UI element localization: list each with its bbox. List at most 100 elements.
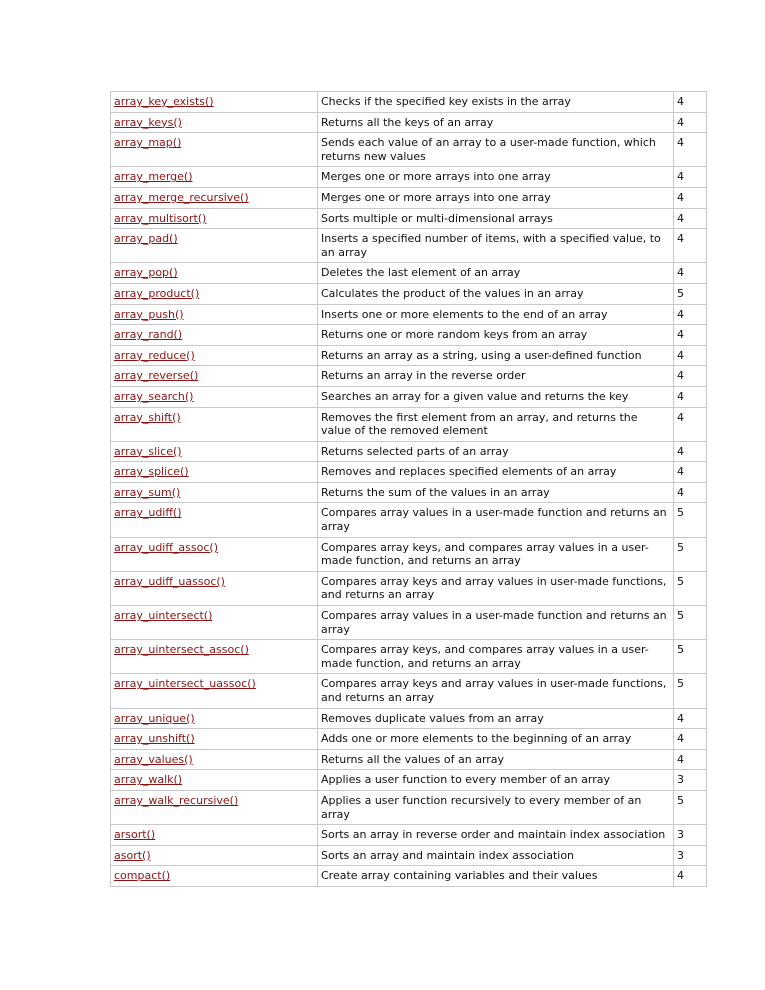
- description-cell: Sorts an array and maintain index associ…: [317, 844, 674, 867]
- table-row: array_keys() Returns all the keys of an a…: [110, 111, 707, 134]
- description-cell: Returns an array as a string, using a us…: [317, 344, 674, 367]
- function-link[interactable]: array_reverse(): [114, 369, 199, 383]
- table-row: array_pad() Inserts a specified number of…: [110, 228, 707, 264]
- version-cell: 5: [673, 502, 707, 538]
- table-row: array_sum() Returns the sum of the values…: [110, 481, 707, 504]
- description-cell: Inserts one or more elements to the end …: [317, 303, 674, 326]
- table-row: array_unique() Removes duplicate values f…: [110, 707, 707, 730]
- function-cell: array_udiff(): [110, 502, 318, 538]
- description-cell: Compares array values in a user-made fun…: [317, 502, 674, 538]
- table-row: asort() Sorts an array and maintain index…: [110, 844, 707, 867]
- version-cell: 3: [673, 769, 707, 791]
- table-row: array_walk() Applies a user function to e…: [110, 769, 707, 791]
- function-link[interactable]: array_uintersect_assoc(): [114, 643, 249, 657]
- description-cell: Compares array keys and array values in …: [317, 673, 674, 709]
- function-link[interactable]: array_walk(): [114, 773, 183, 787]
- description-cell: Returns all the keys of an array: [317, 111, 674, 134]
- function-link[interactable]: array_shift(): [114, 410, 181, 424]
- function-link[interactable]: array_rand(): [114, 328, 183, 342]
- function-link[interactable]: array_walk_recursive(): [114, 793, 239, 807]
- function-link[interactable]: array_udiff(): [114, 506, 182, 520]
- function-cell: array_keys(): [110, 111, 318, 134]
- function-link[interactable]: array_map(): [114, 136, 182, 150]
- description-cell: Merges one or more arrays into one array: [317, 186, 674, 209]
- function-link[interactable]: array_search(): [114, 389, 194, 403]
- function-link[interactable]: array_multisort(): [114, 211, 207, 225]
- description-cell: Inserts a specified number of items, wit…: [317, 228, 674, 264]
- table-row: array_search() Searches an array for a gi…: [110, 385, 707, 408]
- function-link[interactable]: array_key_exists(): [114, 95, 214, 108]
- table-row: array_values() Returns all the values of …: [110, 748, 707, 771]
- version-cell: 4: [673, 324, 707, 346]
- function-cell: array_unshift(): [110, 728, 318, 750]
- version-cell: 4: [673, 748, 707, 771]
- function-link[interactable]: array_push(): [114, 307, 184, 321]
- function-link[interactable]: array_product(): [114, 286, 200, 300]
- function-link[interactable]: array_uintersect(): [114, 609, 213, 623]
- function-link[interactable]: array_udiff_assoc(): [114, 540, 218, 554]
- table-row: array_pop() Deletes the last element of a…: [110, 262, 707, 284]
- version-cell: 5: [673, 789, 707, 826]
- version-cell: 4: [673, 440, 707, 463]
- table-row: array_udiff_uassoc() Compares array keys …: [110, 570, 707, 607]
- description-cell: Removes duplicate values from an array: [317, 707, 674, 730]
- function-link[interactable]: array_slice(): [114, 444, 182, 458]
- function-cell: array_multisort(): [110, 207, 318, 230]
- function-cell: asort(): [110, 844, 318, 867]
- function-link[interactable]: array_uintersect_uassoc(): [114, 677, 256, 691]
- version-cell: 4: [673, 385, 707, 408]
- function-link[interactable]: array_unique(): [114, 711, 195, 725]
- function-link[interactable]: array_unshift(): [114, 732, 195, 746]
- function-link[interactable]: array_merge(): [114, 170, 193, 184]
- function-link[interactable]: array_reduce(): [114, 348, 195, 362]
- function-link[interactable]: array_udiff_uassoc(): [114, 574, 225, 588]
- version-cell: 5: [673, 570, 707, 607]
- description-cell: Compares array keys, and compares array …: [317, 639, 674, 675]
- function-link[interactable]: arsort(): [114, 828, 156, 842]
- table-row: array_walk_recursive() Applies a user fun…: [110, 789, 707, 826]
- description-cell: Create array containing variables and th…: [317, 865, 674, 887]
- table-row: array_rand() Returns one or more random k…: [110, 324, 707, 346]
- table-row: array_uintersect_assoc() Compares array k…: [110, 639, 707, 675]
- version-cell: 4: [673, 406, 707, 442]
- function-cell: array_uintersect(): [110, 605, 318, 641]
- description-cell: Applies a user function recursively to e…: [317, 789, 674, 826]
- table-row: array_reduce() Returns an array as a stri…: [110, 344, 707, 367]
- function-link[interactable]: array_merge_recursive(): [114, 190, 249, 204]
- function-link[interactable]: array_keys(): [114, 115, 182, 129]
- version-cell: 4: [673, 207, 707, 230]
- function-cell: array_udiff_uassoc(): [110, 570, 318, 607]
- function-link[interactable]: array_values(): [114, 752, 193, 766]
- version-cell: 4: [673, 186, 707, 209]
- version-cell: 3: [673, 844, 707, 867]
- version-cell: 4: [673, 365, 707, 387]
- function-cell: array_udiff_assoc(): [110, 536, 318, 572]
- table-row: array_uintersect_uassoc() Compares array …: [110, 673, 707, 709]
- description-cell: Checks if the specified key exists in th…: [317, 91, 674, 113]
- function-link[interactable]: asort(): [114, 848, 151, 862]
- function-link[interactable]: array_pad(): [114, 232, 178, 246]
- table-row: array_shift() Removes the first element f…: [110, 406, 707, 442]
- version-cell: 5: [673, 605, 707, 641]
- version-cell: 5: [673, 282, 707, 305]
- function-link[interactable]: array_pop(): [114, 266, 178, 280]
- table-row: compact() Create array containing variabl…: [110, 865, 707, 887]
- version-cell: 4: [673, 262, 707, 284]
- table-row: array_map() Sends each value of an array …: [110, 132, 707, 168]
- function-link[interactable]: array_splice(): [114, 465, 189, 479]
- version-cell: 5: [673, 673, 707, 709]
- function-link[interactable]: compact(): [114, 869, 171, 883]
- function-cell: array_values(): [110, 748, 318, 771]
- function-cell: array_pop(): [110, 262, 318, 284]
- function-link[interactable]: array_sum(): [114, 485, 181, 499]
- table-row: array_multisort() Sorts multiple or multi…: [110, 207, 707, 230]
- description-cell: Sorts multiple or multi-dimensional arra…: [317, 207, 674, 230]
- table-row: array_reverse() Returns an array in the r…: [110, 365, 707, 387]
- function-cell: array_merge_recursive(): [110, 186, 318, 209]
- table-row: array_udiff_assoc() Compares array keys, …: [110, 536, 707, 572]
- function-cell: array_push(): [110, 303, 318, 326]
- table-row: array_merge() Merges one or more arrays i…: [110, 166, 707, 188]
- function-cell: array_walk(): [110, 769, 318, 791]
- version-cell: 4: [673, 132, 707, 168]
